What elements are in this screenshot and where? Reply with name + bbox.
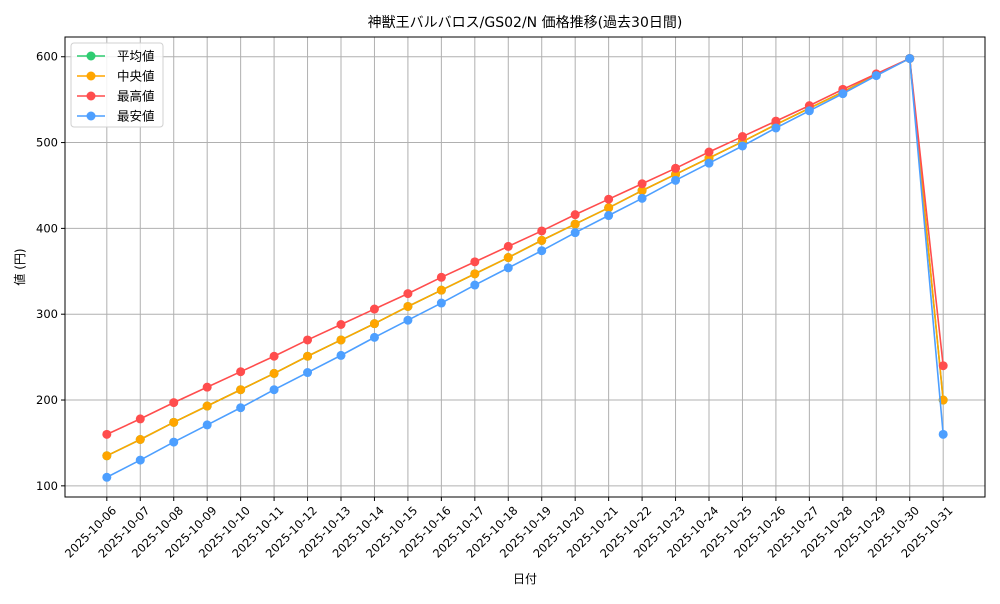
data-point	[570, 228, 580, 238]
data-point	[135, 455, 145, 465]
data-point	[470, 280, 480, 290]
data-point	[202, 420, 212, 430]
data-point	[269, 351, 279, 361]
data-point	[470, 257, 480, 267]
data-point	[671, 175, 681, 185]
data-point	[403, 301, 413, 311]
data-point	[804, 106, 814, 116]
legend-box	[70, 42, 164, 128]
data-point	[403, 315, 413, 325]
data-point	[169, 437, 179, 447]
grid	[65, 37, 985, 497]
data-point	[303, 335, 313, 345]
series-最高値	[102, 53, 948, 439]
data-point	[503, 253, 513, 263]
data-point	[102, 429, 112, 439]
data-point	[269, 368, 279, 378]
data-point	[671, 163, 681, 173]
data-point	[838, 89, 848, 99]
data-point	[135, 435, 145, 444]
data-point	[537, 226, 547, 236]
data-point	[938, 361, 948, 371]
y-tick-label: 200	[36, 393, 58, 407]
data-point	[637, 193, 647, 203]
data-point	[303, 351, 313, 361]
series-中央値	[102, 53, 948, 461]
data-point	[704, 158, 714, 168]
data-point	[537, 235, 547, 245]
legend-marker	[86, 91, 96, 101]
data-point	[637, 179, 647, 189]
x-axis-label: 日付	[513, 572, 537, 586]
data-point	[169, 398, 179, 408]
series-line	[106, 57, 944, 478]
data-point	[604, 194, 614, 204]
data-point	[102, 451, 112, 461]
data-point	[704, 147, 714, 157]
data-point	[269, 385, 279, 395]
data-point	[135, 414, 145, 424]
data-point	[369, 332, 379, 342]
series-group	[102, 53, 948, 482]
data-point	[336, 350, 346, 360]
data-point	[336, 320, 346, 329]
plot-frame	[64, 36, 986, 498]
data-point	[905, 53, 915, 63]
data-point	[604, 203, 614, 213]
data-point	[737, 141, 747, 151]
data-point	[369, 319, 379, 329]
y-axis-label: 値 (円)	[12, 248, 27, 285]
data-point	[202, 382, 212, 392]
data-point	[236, 367, 246, 377]
legend-label: 最安値	[117, 109, 155, 124]
series-line	[106, 57, 944, 436]
data-point	[336, 335, 346, 345]
data-point	[202, 401, 212, 411]
legend-marker	[86, 71, 96, 81]
series-line	[106, 57, 944, 457]
y-tick-label: 400	[36, 221, 58, 235]
data-point	[436, 272, 446, 282]
data-point	[737, 132, 747, 142]
data-point	[503, 263, 513, 273]
data-point	[503, 241, 513, 251]
data-point	[537, 246, 547, 256]
y-tick-label: 300	[36, 307, 58, 321]
series-平均値	[102, 53, 948, 461]
data-point	[436, 285, 446, 295]
data-point	[604, 211, 614, 221]
legend-label: 中央値	[117, 69, 155, 84]
data-point	[570, 219, 580, 229]
data-point	[169, 417, 179, 427]
legend-marker	[86, 111, 96, 121]
data-point	[403, 289, 413, 299]
chart-title: 神獣王バルバロス/GS02/N 価格推移(過去30日間)	[368, 15, 683, 31]
y-tick-label: 100	[36, 479, 58, 493]
y-tick-label: 600	[36, 50, 58, 64]
data-point	[637, 186, 647, 196]
data-point	[938, 429, 948, 439]
series-最安値	[102, 53, 948, 482]
legend-marker	[86, 51, 96, 61]
data-point	[102, 472, 112, 482]
data-point	[236, 385, 246, 395]
data-point	[771, 116, 781, 126]
data-point	[570, 210, 580, 220]
legend-label: 平均値	[117, 49, 155, 64]
legend-label: 最高値	[117, 89, 155, 104]
series-line	[106, 57, 944, 457]
data-point	[771, 123, 781, 133]
y-tick-label: 500	[36, 136, 58, 150]
data-point	[236, 403, 246, 413]
data-point	[470, 269, 480, 279]
data-point	[303, 368, 313, 378]
data-point	[436, 298, 446, 308]
data-point	[369, 304, 379, 314]
data-point	[871, 71, 881, 81]
